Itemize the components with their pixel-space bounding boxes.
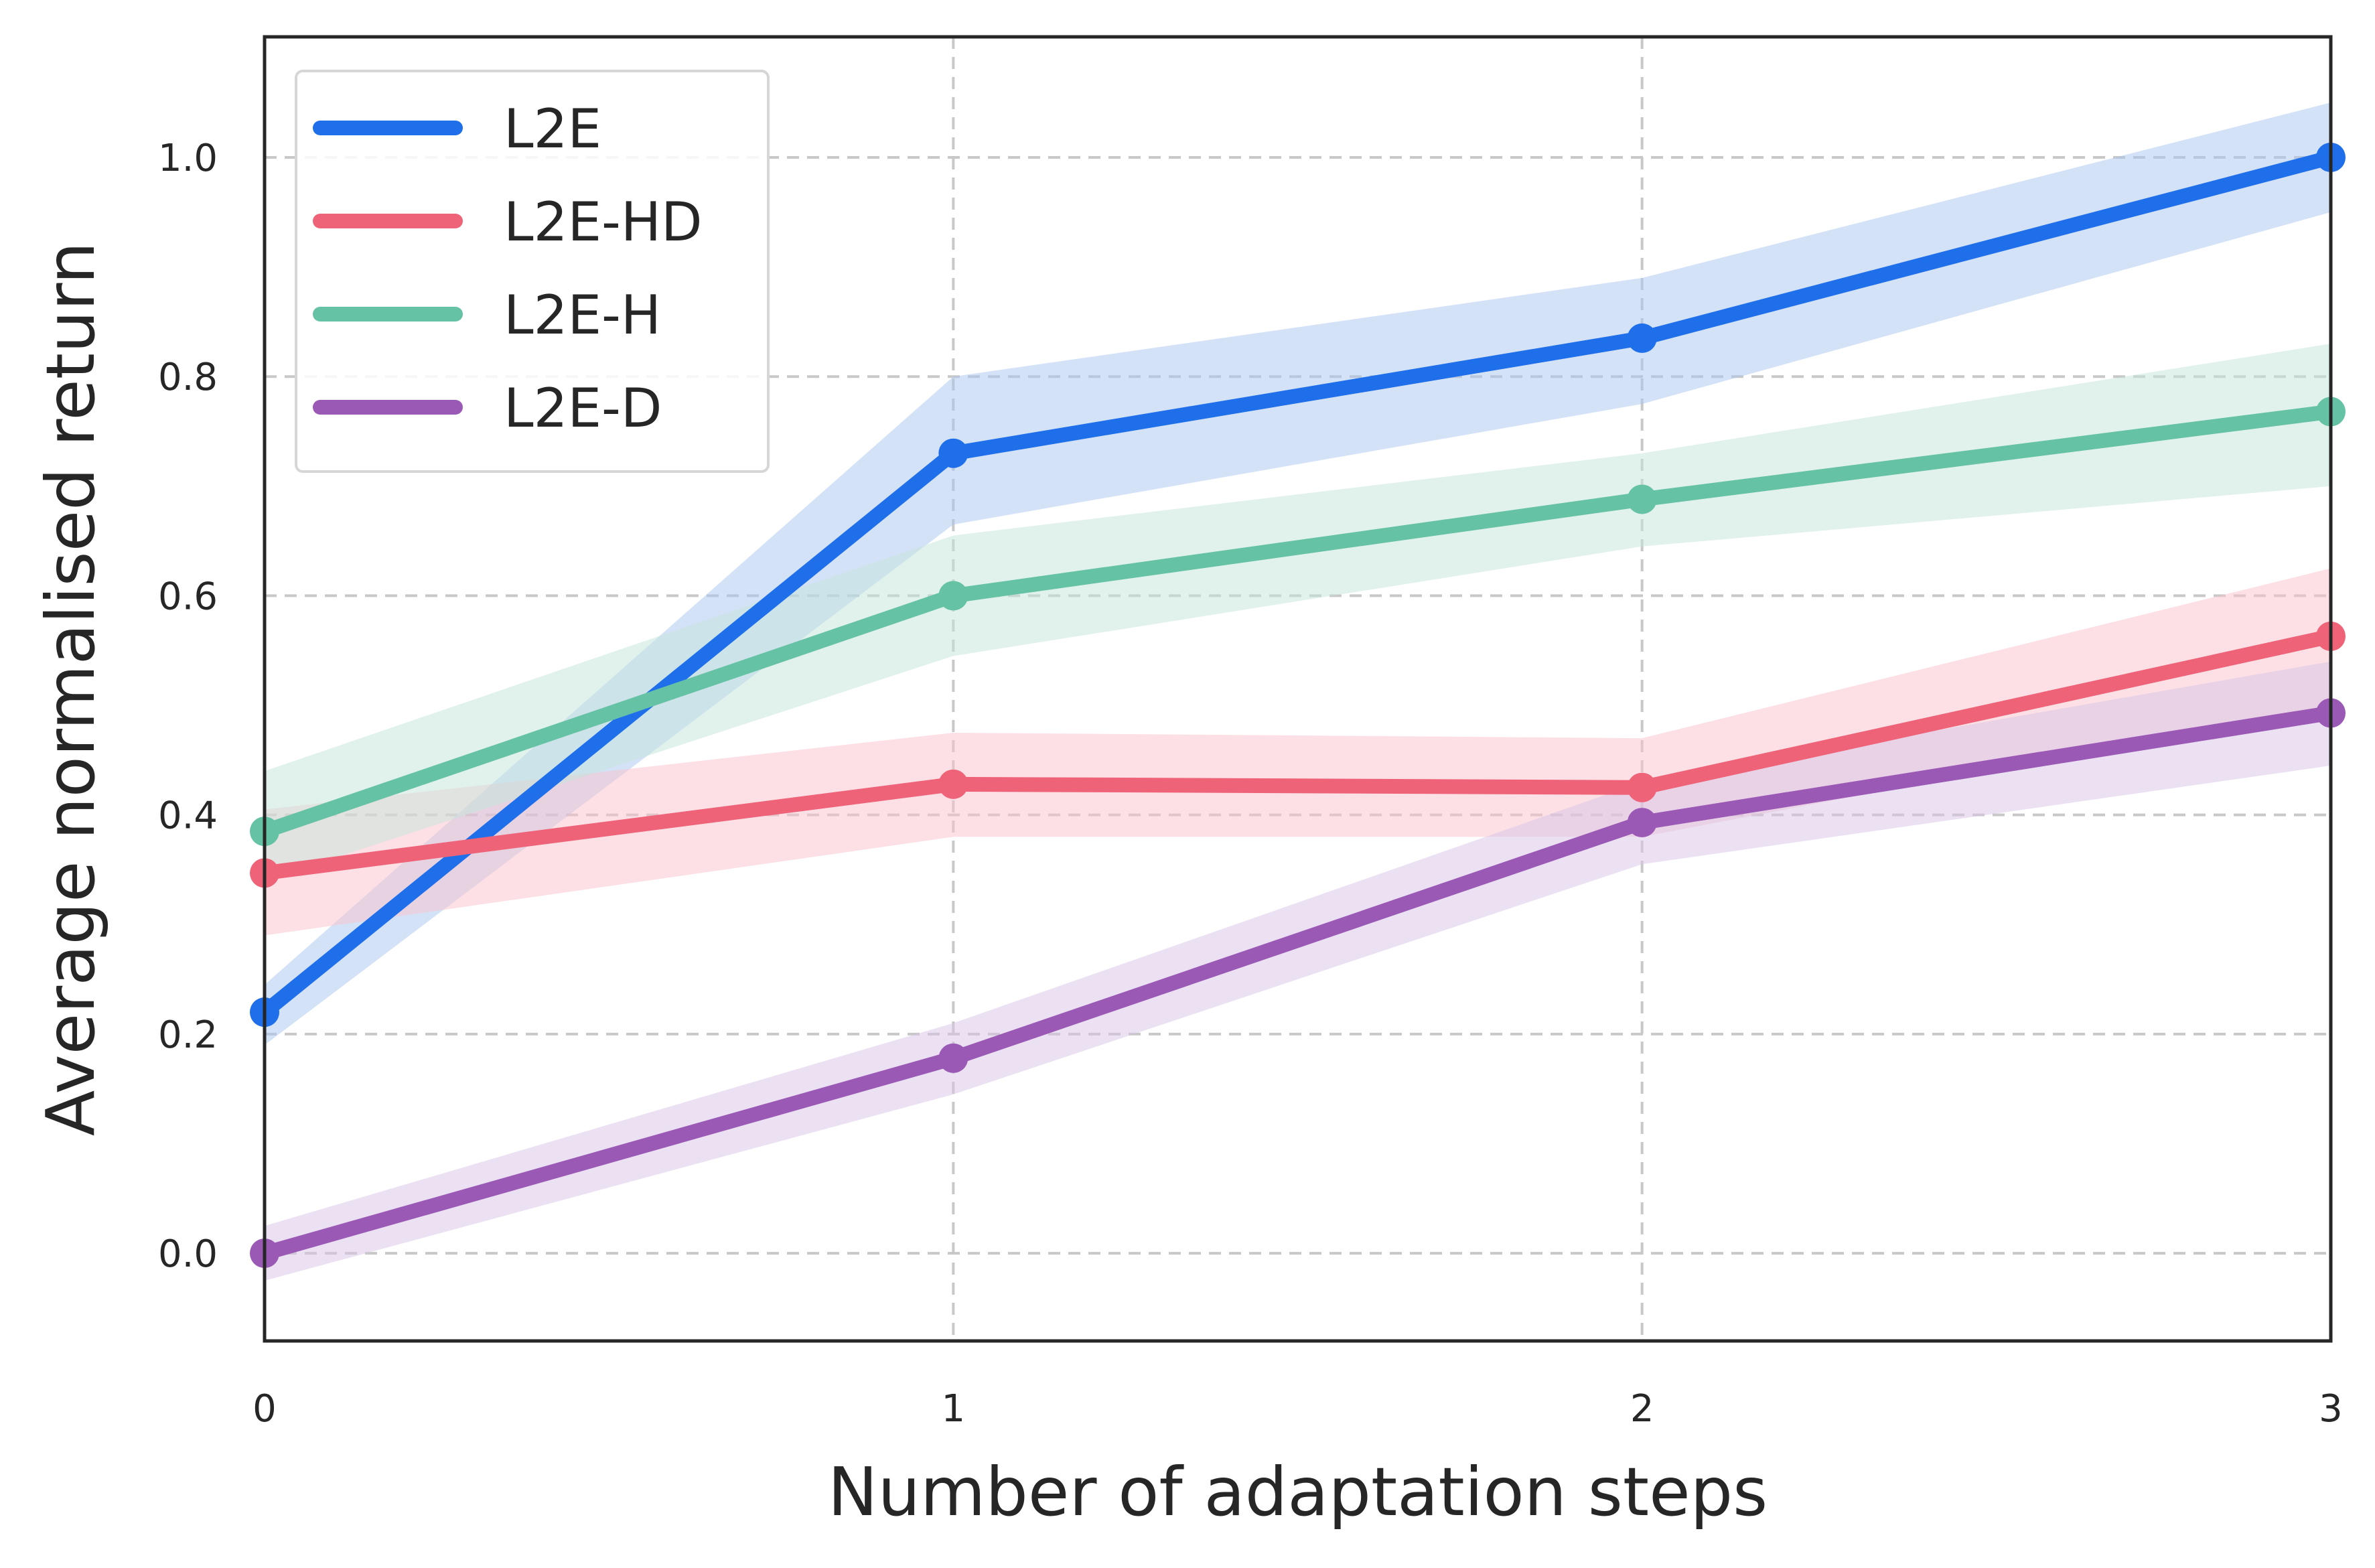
band-l2e-hd <box>265 568 2331 936</box>
point-l2e-2 <box>1627 323 1657 353</box>
point-l2e-hd-1 <box>938 769 968 799</box>
y-tick-label-0: 0.0 <box>158 1232 218 1276</box>
line-l2e <box>257 149 2338 1020</box>
y-tick-label-3: 0.6 <box>158 575 218 618</box>
band-l2e-d <box>265 661 2331 1281</box>
point-l2e-d-2 <box>1627 808 1657 838</box>
line-l2e-h <box>257 404 2338 839</box>
series-points <box>250 142 2346 1269</box>
point-l2e-1 <box>938 438 968 468</box>
y-tick-label-5: 1.0 <box>158 137 218 180</box>
y-tick-label-4: 0.8 <box>158 356 218 399</box>
legend-label-l2e-hd: L2E-HD <box>504 191 703 253</box>
y-tick-labels: 0.0 0.2 0.4 0.6 0.8 1.0 <box>158 137 218 1276</box>
point-l2e-d-1 <box>938 1043 968 1073</box>
legend-label-l2e: L2E <box>504 98 601 160</box>
x-tick-label-2: 2 <box>1630 1387 1654 1431</box>
line-l2e-hd <box>257 628 2338 881</box>
x-axis-title: Number of adaptation steps <box>828 1453 1768 1531</box>
y-axis-title: Average normalised return <box>31 242 110 1136</box>
x-tick-labels: 0 1 2 3 <box>253 1387 2343 1431</box>
series-lines <box>257 149 2338 1261</box>
legend-label-l2e-h: L2E-H <box>504 284 661 346</box>
x-tick-label-0: 0 <box>253 1387 277 1431</box>
point-l2e-hd-2 <box>1627 772 1657 802</box>
line-l2e-d <box>257 705 2338 1261</box>
legend-label-l2e-d: L2E-D <box>504 377 662 439</box>
y-tick-label-2: 0.4 <box>158 794 218 838</box>
y-tick-label-1: 0.2 <box>158 1013 218 1057</box>
x-tick-label-3: 3 <box>2319 1387 2343 1431</box>
legend-box <box>295 70 770 473</box>
plot-frame <box>263 35 2333 1343</box>
x-tick-label-1: 1 <box>942 1387 966 1431</box>
band-l2e <box>265 102 2331 1046</box>
legend: L2E L2E-HD L2E-H L2E-D <box>295 70 770 473</box>
point-l2e-h-2 <box>1627 484 1657 514</box>
point-l2e-h-1 <box>938 581 968 611</box>
